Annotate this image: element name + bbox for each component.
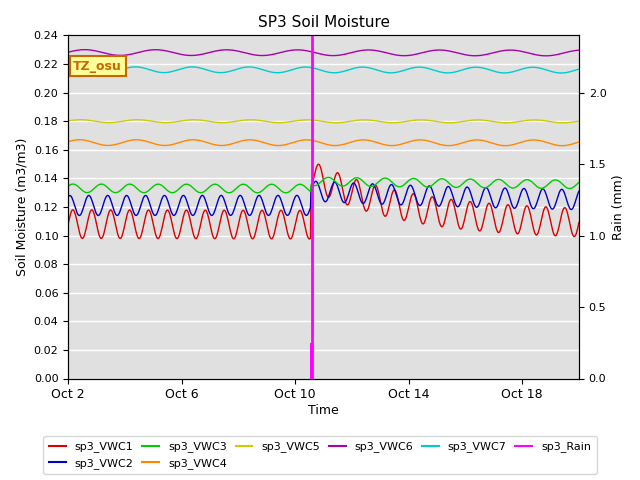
sp3_VWC1 [315, 161, 323, 167]
sp3_VWC6 [505, 47, 513, 53]
sp3_VWC2 [362, 196, 370, 202]
sp3_VWC4 [64, 139, 72, 144]
Title: SP3 Soil Moisture: SP3 Soil Moisture [257, 15, 390, 30]
Legend: sp3_VWC1, sp3_VWC2, sp3_VWC3, sp3_VWC4, sp3_VWC5, sp3_VWC6, sp3_VWC7, sp3_Rain: sp3_VWC1, sp3_VWC2, sp3_VWC3, sp3_VWC4, … [44, 436, 596, 474]
sp3_VWC2 [376, 198, 383, 204]
sp3_VWC7 [375, 68, 383, 73]
sp3_VWC6 [375, 48, 383, 54]
Line: sp3_VWC1: sp3_VWC1 [68, 164, 579, 239]
Text: TZ_osu: TZ_osu [73, 60, 122, 72]
sp3_VWC4 [390, 143, 398, 148]
sp3_VWC5 [375, 119, 383, 124]
sp3_VWC6 [575, 48, 583, 53]
Line: sp3_VWC6: sp3_VWC6 [68, 49, 579, 56]
sp3_VWC5 [64, 118, 72, 124]
sp3_VWC3 [282, 190, 289, 196]
sp3_VWC3 [376, 178, 383, 184]
sp3_VWC1 [391, 187, 399, 193]
sp3_VWC5 [96, 119, 104, 125]
sp3_VWC1 [453, 216, 461, 221]
sp3_VWC2 [312, 179, 319, 184]
sp3_VWC2 [94, 213, 102, 218]
sp3_VWC6 [81, 47, 88, 52]
sp3_VWC3 [64, 183, 72, 189]
sp3_VWC6 [64, 49, 72, 55]
sp3_VWC2 [96, 211, 104, 216]
sp3_VWC4 [575, 139, 583, 145]
sp3_VWC2 [391, 187, 399, 193]
sp3_VWC5 [452, 120, 460, 125]
sp3_VWC3 [362, 181, 370, 187]
sp3_VWC1 [506, 203, 513, 209]
sp3_VWC6 [452, 50, 460, 56]
sp3_VWC7 [557, 70, 565, 76]
Line: sp3_VWC7: sp3_VWC7 [68, 67, 579, 73]
sp3_VWC2 [575, 188, 583, 194]
sp3_VWC5 [559, 120, 567, 126]
sp3_VWC4 [375, 140, 383, 146]
Line: sp3_VWC2: sp3_VWC2 [68, 181, 579, 216]
sp3_VWC1 [362, 208, 370, 214]
sp3_VWC3 [506, 184, 513, 190]
sp3_VWC5 [362, 117, 369, 123]
sp3_VWC4 [505, 143, 513, 148]
sp3_VWC3 [324, 175, 332, 180]
sp3_VWC7 [390, 70, 398, 75]
sp3_VWC4 [452, 142, 460, 147]
sp3_VWC6 [362, 47, 369, 53]
sp3_VWC5 [390, 120, 398, 126]
sp3_VWC4 [559, 143, 566, 149]
sp3_VWC1 [95, 233, 103, 239]
Line: sp3_VWC3: sp3_VWC3 [68, 178, 579, 193]
sp3_VWC2 [64, 194, 72, 200]
Bar [310, 343, 312, 379]
sp3_VWC4 [96, 142, 104, 147]
sp3_VWC7 [74, 64, 82, 70]
sp3_VWC7 [505, 70, 513, 75]
sp3_VWC1 [575, 219, 583, 225]
sp3_VWC7 [452, 69, 460, 74]
sp3_VWC6 [96, 49, 104, 55]
sp3_VWC5 [575, 118, 583, 124]
sp3_VWC7 [64, 66, 72, 72]
sp3_VWC3 [95, 181, 103, 187]
sp3_VWC4 [76, 137, 83, 143]
Y-axis label: Soil Moisture (m3/m3): Soil Moisture (m3/m3) [15, 138, 28, 276]
Bar [312, 350, 314, 379]
sp3_VWC3 [575, 180, 583, 185]
sp3_VWC7 [575, 66, 583, 72]
sp3_VWC6 [542, 53, 550, 59]
sp3_VWC6 [390, 52, 398, 58]
sp3_VWC5 [505, 120, 513, 126]
sp3_VWC2 [453, 204, 461, 209]
sp3_VWC3 [391, 182, 399, 188]
sp3_VWC3 [453, 184, 461, 190]
sp3_VWC5 [76, 117, 84, 122]
X-axis label: Time: Time [308, 404, 339, 417]
sp3_VWC7 [96, 69, 104, 74]
sp3_VWC1 [376, 194, 383, 200]
sp3_VWC7 [362, 64, 369, 70]
sp3_VWC1 [305, 236, 313, 242]
Line: sp3_VWC5: sp3_VWC5 [68, 120, 579, 123]
sp3_VWC1 [64, 221, 72, 227]
Line: sp3_VWC4: sp3_VWC4 [68, 140, 579, 146]
sp3_VWC4 [362, 137, 369, 143]
sp3_VWC2 [506, 194, 513, 200]
Y-axis label: Rain (mm): Rain (mm) [612, 174, 625, 240]
